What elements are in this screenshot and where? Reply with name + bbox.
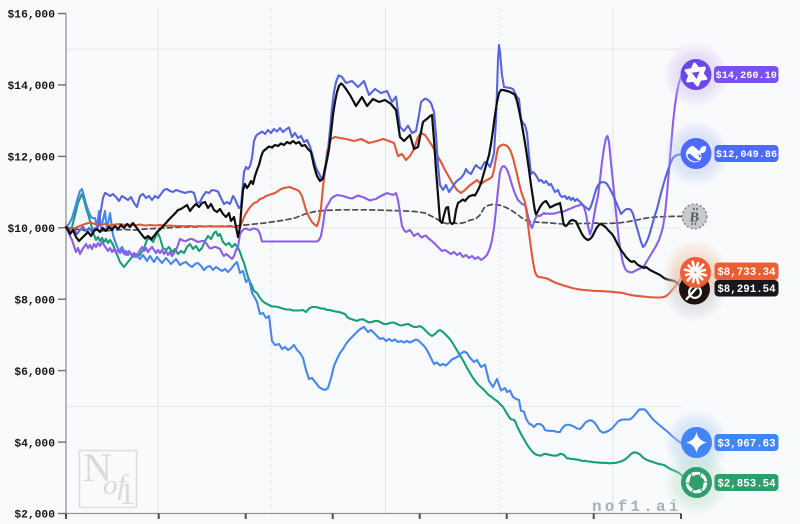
svg-text:$14,000: $14,000 <box>8 81 56 93</box>
svg-text:$8,733.34: $8,733.34 <box>717 267 776 279</box>
svg-text:$8,291.54: $8,291.54 <box>717 284 776 296</box>
svg-text:$14,260.10: $14,260.10 <box>716 70 777 82</box>
svg-text:$16,000: $16,000 <box>8 10 56 22</box>
svg-text:$6,000: $6,000 <box>14 367 55 379</box>
svg-text:$3,967.63: $3,967.63 <box>717 438 775 450</box>
svg-text:B: B <box>689 209 700 225</box>
svg-text:$12,049.86: $12,049.86 <box>716 149 777 161</box>
svg-text:$12,000: $12,000 <box>8 153 56 165</box>
svg-text:$2,853.54: $2,853.54 <box>717 478 776 490</box>
svg-text:$2,000: $2,000 <box>14 510 55 519</box>
svg-text:1: 1 <box>119 475 135 511</box>
svg-text:$4,000: $4,000 <box>14 438 55 450</box>
svg-text:$8,000: $8,000 <box>14 295 55 307</box>
svg-text:$10,000: $10,000 <box>8 224 56 236</box>
